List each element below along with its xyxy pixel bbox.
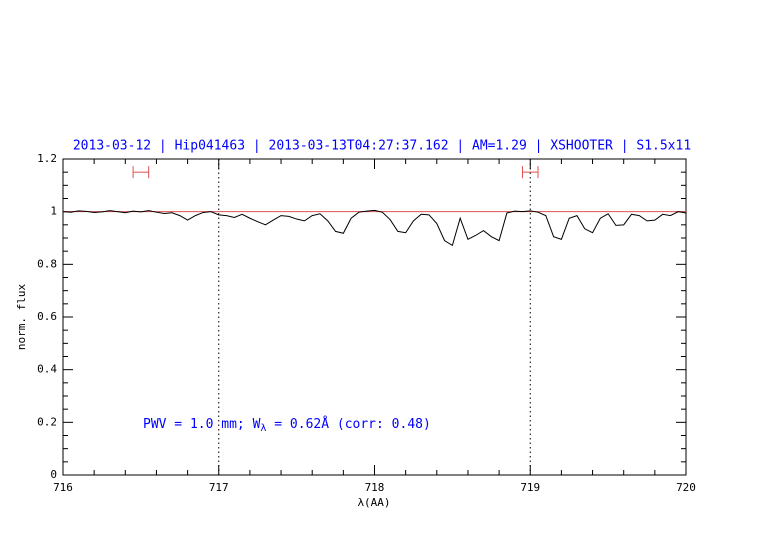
annotation-sub: λ	[260, 423, 266, 434]
x-tick-label: 718	[365, 481, 385, 494]
range-marker	[132, 166, 150, 179]
y-tick-label: 1	[50, 205, 57, 218]
y-tick-label: 0.6	[37, 310, 57, 323]
y-tick-label: 0.8	[37, 257, 57, 270]
x-tick-label: 720	[676, 481, 696, 494]
x-tick-label: 717	[209, 481, 229, 494]
x-tick-label: 716	[53, 481, 73, 494]
chart-title: 2013-03-12 | Hip041463 | 2013-03-13T04:2…	[73, 139, 691, 154]
y-axis-label: norm. flux	[15, 284, 28, 351]
annotation-main: PWV = 1.0 mm; W	[143, 417, 261, 432]
range-marker	[521, 166, 539, 179]
annotation-rest: = 0.62Å (corr: 0.48)	[266, 416, 430, 432]
y-tick-label: 0	[50, 468, 57, 481]
annotation: PWV = 1.0 mm; Wλ = 0.62Å (corr: 0.48)	[143, 416, 431, 435]
y-tick-label: 1.2	[37, 152, 57, 165]
y-tick-label: 0.4	[37, 363, 57, 376]
x-axis-label: λ(AA)	[357, 496, 390, 509]
x-tick-label: 719	[520, 481, 540, 494]
spectrum-line	[62, 209, 687, 247]
y-tick-label: 0.2	[37, 415, 57, 428]
